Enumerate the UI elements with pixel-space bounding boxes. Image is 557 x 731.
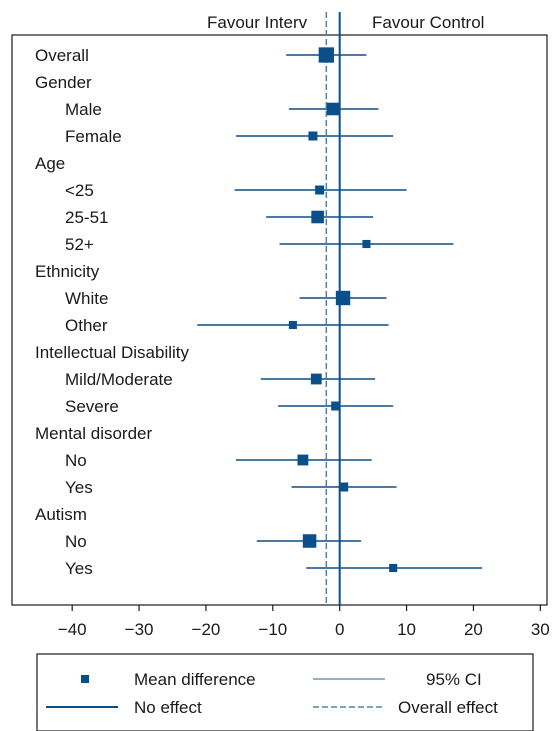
plot-frame — [11, 34, 548, 606]
x-tick-label: −20 — [192, 620, 221, 639]
header-favour-control: Favour Control — [372, 13, 484, 32]
row-label: No — [65, 532, 87, 551]
legend-no-effect-label: No effect — [134, 698, 202, 717]
row-label: Other — [65, 316, 108, 335]
mean-difference-marker — [339, 482, 349, 492]
row-label: Mild/Moderate — [65, 370, 173, 389]
row-label: 25-51 — [65, 208, 108, 227]
mean-difference-marker — [326, 102, 340, 116]
group-header-label: Age — [35, 154, 65, 173]
mean-difference-marker — [331, 401, 341, 411]
group-header-label: Autism — [35, 505, 87, 524]
mean-difference-marker — [335, 290, 351, 306]
x-tick-label: −40 — [58, 620, 87, 639]
group-header-label: Mental disorder — [35, 424, 153, 443]
x-axis: −40 −30 −20 −10 0 10 20 30 — [58, 605, 550, 639]
row-label: <25 — [65, 181, 94, 200]
x-tick-label: 20 — [464, 620, 483, 639]
group-header-label: Ethnicity — [35, 262, 100, 281]
group-header-label: Gender — [35, 73, 92, 92]
x-tick-label: 10 — [397, 620, 416, 639]
mean-difference-marker — [310, 373, 322, 385]
legend: Mean difference 95% CI No effect Overall… — [36, 653, 534, 731]
x-tick-label: −30 — [125, 620, 154, 639]
mean-difference-marker — [389, 563, 398, 573]
row-label: Severe — [65, 397, 119, 416]
row-label: Overall — [35, 46, 89, 65]
group-header-label: Intellectual Disability — [35, 343, 190, 362]
x-tick-label: −10 — [258, 620, 287, 639]
mean-difference-marker — [318, 47, 334, 63]
legend-ci-label: 95% CI — [426, 670, 482, 689]
row-label: Male — [65, 100, 102, 119]
row-label: Yes — [65, 478, 93, 497]
row-label: No — [65, 451, 87, 470]
mean-difference-marker — [297, 454, 309, 466]
header-favour-interv: Favour Interv — [207, 13, 308, 32]
legend-mean-difference-label: Mean difference — [134, 670, 256, 689]
mean-difference-marker — [288, 320, 297, 330]
legend-overall-effect-label: Overall effect — [398, 698, 498, 717]
mean-difference-marker — [308, 131, 318, 141]
x-tick-label: 0 — [335, 620, 344, 639]
row-label: White — [65, 289, 108, 308]
mean-difference-marker — [302, 534, 317, 548]
mean-difference-marker — [362, 239, 371, 249]
row-label: Yes — [65, 559, 93, 578]
legend-mean-difference-marker — [81, 675, 89, 683]
mean-difference-marker — [315, 185, 325, 195]
legend-frame — [36, 653, 534, 731]
x-tick-label: 30 — [531, 620, 550, 639]
mean-difference-marker — [311, 210, 324, 224]
row-label: 52+ — [65, 235, 94, 254]
row-label: Female — [65, 127, 122, 146]
